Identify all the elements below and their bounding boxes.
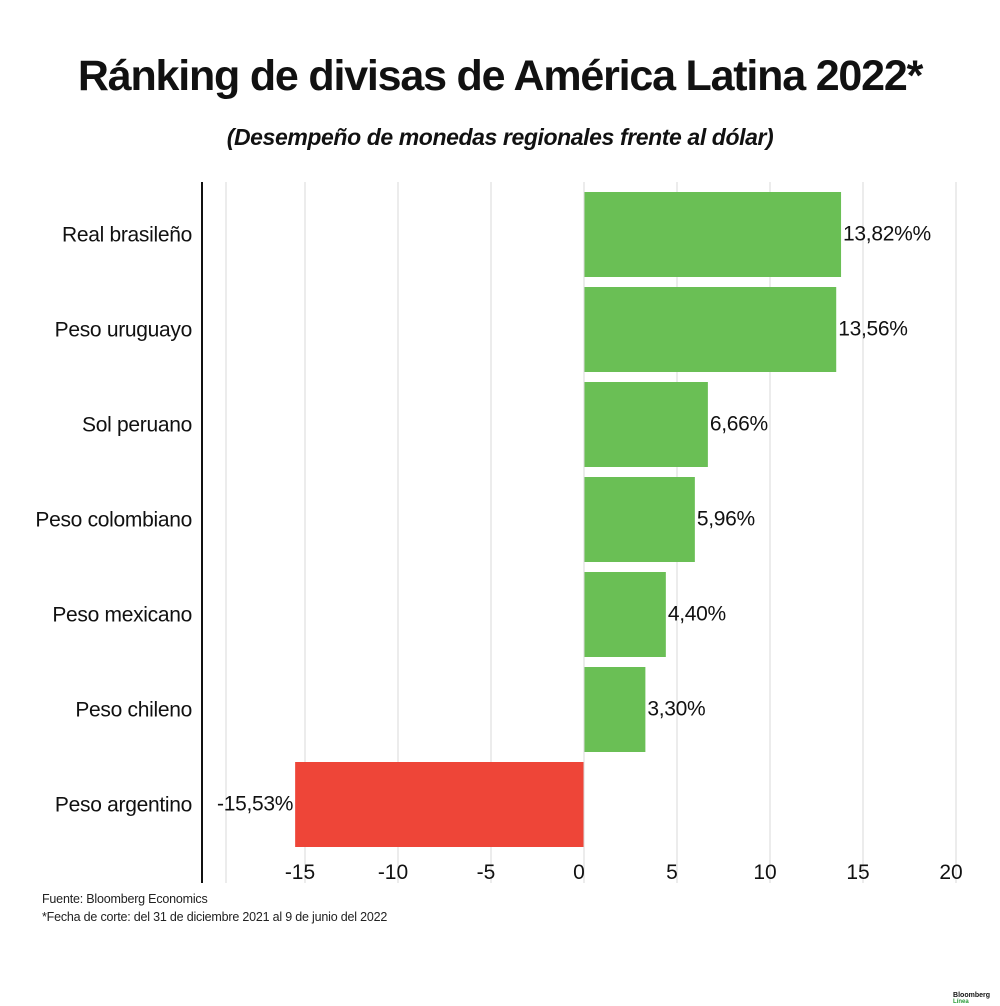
- category-label: Peso mexicano: [52, 604, 192, 627]
- bar-real-brasile-o: [584, 192, 842, 277]
- category-label: Peso chileno: [75, 699, 192, 722]
- category-label: Peso argentino: [55, 794, 192, 817]
- x-tick-label: -5: [477, 861, 496, 884]
- x-tick-label: 5: [666, 861, 678, 884]
- bar-peso-chileno: [584, 667, 646, 752]
- chart-title: Ránking de divisas de América Latina 202…: [77, 52, 923, 100]
- category-label: Sol peruano: [82, 414, 192, 437]
- bar-peso-colombiano: [584, 477, 695, 562]
- x-tick-label: 20: [939, 861, 962, 884]
- x-tick-label: -15: [285, 861, 315, 884]
- bar-peso-uruguayo: [584, 287, 837, 372]
- category-label: Peso colombiano: [35, 509, 192, 532]
- bar-sol-peruano: [584, 382, 708, 467]
- x-tick-label: -10: [378, 861, 408, 884]
- category-label: Real brasileño: [62, 224, 192, 247]
- data-label: 6,66%: [710, 413, 768, 436]
- bar-peso-mexicano: [584, 572, 666, 657]
- x-tick-label: 10: [753, 861, 776, 884]
- data-label: 4,40%: [668, 603, 726, 626]
- cutoff-note: *Fecha de corte: del 31 de diciembre 202…: [42, 910, 388, 924]
- bar-peso-argentino: [295, 762, 584, 847]
- data-label: 5,96%: [697, 508, 755, 531]
- chart-subtitle: (Desempeño de monedas regionales frente …: [226, 124, 774, 150]
- data-label: 13,82%%: [843, 223, 931, 246]
- brand-logo: Bloomberg Línea: [953, 992, 990, 1006]
- x-tick-label: 0: [573, 861, 585, 884]
- data-label: 3,30%: [647, 698, 705, 721]
- x-tick-label: 15: [846, 861, 869, 884]
- source-note: Fuente: Bloomberg Economics: [42, 892, 208, 906]
- brand-subname: Línea: [953, 999, 969, 1005]
- data-label: -15,53%: [217, 793, 293, 816]
- brand-name: Bloomberg: [953, 992, 990, 999]
- data-label: 13,56%: [838, 318, 907, 341]
- category-label: Peso uruguayo: [55, 319, 192, 342]
